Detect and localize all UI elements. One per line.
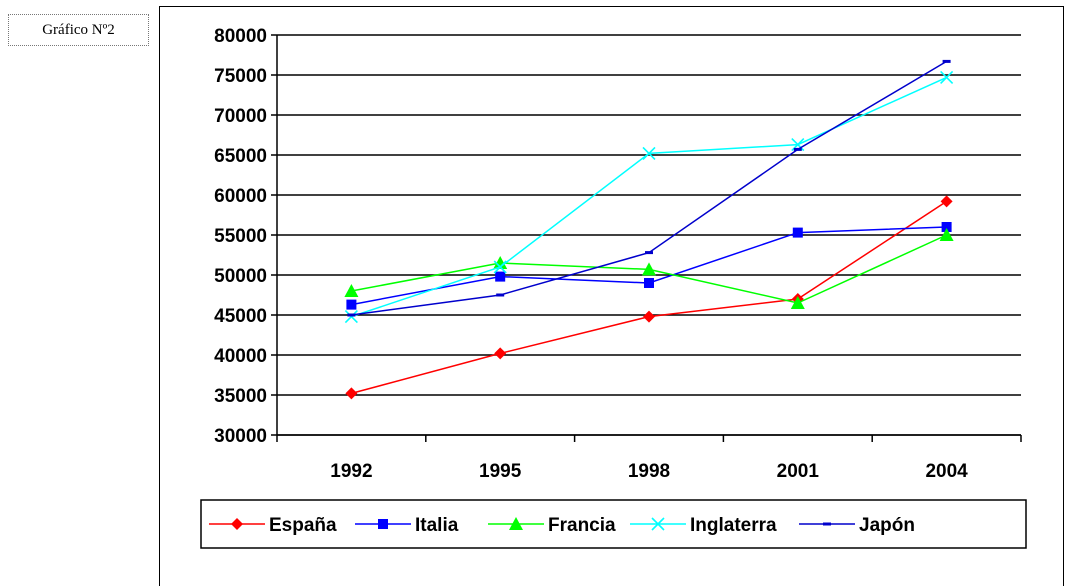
data-point-inglaterra bbox=[344, 310, 358, 324]
legend-marker-espana bbox=[231, 518, 243, 530]
data-point-francia bbox=[939, 228, 954, 241]
data-point-italia bbox=[346, 299, 357, 310]
legend-marker-japon bbox=[823, 522, 831, 526]
chart-caption-label: Gráfico Nº2 bbox=[42, 21, 115, 38]
data-point-italia bbox=[941, 222, 952, 232]
data-point-italia bbox=[644, 278, 654, 288]
y-tick-label: 70000 bbox=[214, 106, 267, 127]
y-tick-label: 35000 bbox=[214, 386, 267, 407]
data-point-italia bbox=[495, 271, 506, 282]
legend-marker-italia bbox=[378, 519, 388, 529]
data-point-espana bbox=[494, 347, 507, 360]
y-tick-label: 40000 bbox=[214, 346, 267, 367]
y-tick-label: 30000 bbox=[214, 426, 267, 447]
x-tick-label: 2004 bbox=[925, 461, 968, 482]
data-point-italia bbox=[792, 227, 803, 238]
data-point-inglaterra bbox=[493, 260, 507, 274]
y-tick-label: 80000 bbox=[214, 26, 267, 47]
data-point-francia bbox=[344, 284, 359, 297]
x-tick-label: 1998 bbox=[628, 461, 670, 482]
y-tick-label: 60000 bbox=[214, 186, 267, 207]
data-point-inglaterra bbox=[940, 70, 954, 84]
legend-marker-francia bbox=[509, 517, 523, 530]
data-point-inglaterra bbox=[642, 146, 656, 160]
y-tick-label: 45000 bbox=[214, 306, 267, 327]
series-line-japon bbox=[351, 60, 947, 316]
data-point-japon bbox=[496, 293, 505, 297]
x-tick-label: 1995 bbox=[479, 461, 522, 482]
legend-label-espana: España bbox=[269, 515, 337, 536]
legend-label-japon: Japón bbox=[859, 515, 915, 536]
data-point-japon bbox=[347, 313, 356, 317]
data-point-espana bbox=[643, 310, 655, 323]
data-point-francia bbox=[790, 296, 805, 309]
chart-frame bbox=[159, 6, 1064, 586]
legend-label-inglaterra: Inglaterra bbox=[690, 515, 777, 536]
y-tick-label: 55000 bbox=[214, 226, 267, 247]
chart-caption: Gráfico Nº2 bbox=[8, 14, 149, 46]
data-point-japon bbox=[793, 147, 802, 151]
data-point-japon bbox=[645, 251, 653, 255]
legend-label-italia: Italia bbox=[415, 515, 459, 536]
y-tick-label: 65000 bbox=[214, 146, 267, 167]
data-point-francia bbox=[642, 262, 656, 276]
y-tick-label: 50000 bbox=[214, 266, 267, 287]
legend-box bbox=[200, 499, 1027, 549]
data-point-espana bbox=[940, 195, 953, 208]
data-point-espana bbox=[345, 387, 358, 400]
legend-marker-inglaterra bbox=[651, 517, 665, 531]
x-tick-label: 2001 bbox=[777, 461, 820, 482]
data-point-japon bbox=[942, 59, 951, 63]
legend-label-francia: Francia bbox=[548, 515, 616, 536]
data-point-francia bbox=[493, 256, 508, 269]
y-tick-label: 75000 bbox=[214, 66, 267, 87]
x-tick-label: 1992 bbox=[330, 461, 372, 482]
